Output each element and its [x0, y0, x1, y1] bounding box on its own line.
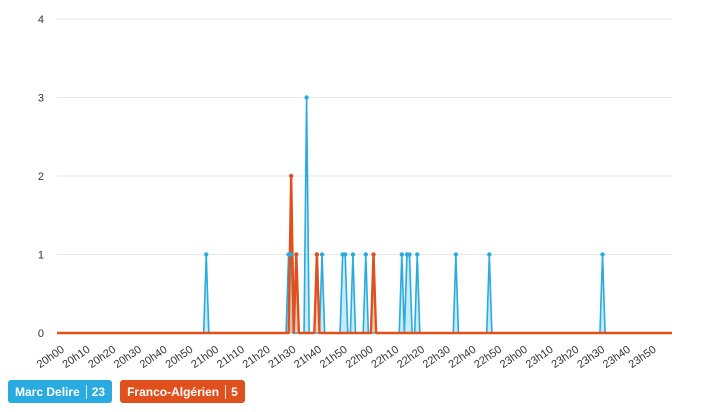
data-point[interactable] [415, 252, 420, 257]
y-tick-label: 3 [38, 93, 44, 105]
data-point[interactable] [304, 95, 309, 100]
data-point[interactable] [294, 252, 299, 257]
x-tick-label: 21h50 [318, 344, 350, 371]
legend-count: 23 [91, 384, 106, 399]
x-tick-label: 21h10 [215, 344, 247, 371]
legend-item-franco-algerien[interactable]: Franco-Algérien 5 [120, 380, 245, 403]
y-tick-label: 0 [38, 328, 44, 340]
data-point[interactable] [371, 252, 376, 257]
data-point[interactable] [407, 252, 412, 257]
data-point[interactable] [350, 252, 356, 257]
x-axis: 20h0020h1020h2020h3020h4020h5021h0021h10… [35, 344, 659, 371]
x-tick-label: 21h00 [189, 344, 221, 371]
x-tick-label: 20h20 [86, 344, 118, 371]
y-axis: 0 1 2 3 4 [38, 14, 44, 340]
x-tick-label: 20h30 [112, 344, 144, 371]
y-tick-label: 1 [38, 250, 44, 262]
x-tick-label: 22h00 [344, 344, 376, 371]
x-tick-label: 20h50 [163, 344, 195, 371]
x-tick-label: 20h40 [138, 344, 170, 371]
legend-label: Marc Delire [15, 384, 80, 399]
data-point[interactable] [288, 173, 294, 179]
x-tick-label: 23h20 [549, 344, 581, 371]
data-point[interactable] [343, 252, 348, 257]
data-point[interactable] [399, 252, 405, 257]
chart: 0 1 2 3 4 20h0020h1020h2020h3020h4020h5021h0… [35, 14, 672, 371]
data-point[interactable] [288, 252, 294, 257]
series-line [57, 174, 672, 335]
x-tick-label: 21h20 [241, 344, 273, 371]
legend-separator [85, 384, 87, 399]
data-point[interactable] [319, 252, 325, 257]
x-tick-label: 20h10 [61, 344, 93, 371]
legend-separator [225, 384, 227, 399]
y-tick-label: 4 [38, 14, 44, 26]
x-tick-label: 22h30 [421, 344, 453, 371]
x-tick-label: 21h40 [292, 344, 324, 371]
legend-label: Franco-Algérien [127, 384, 220, 399]
x-tick-label: 23h50 [627, 344, 659, 371]
legend: Marc Delire 23 Franco-Algérien 5 [8, 380, 245, 403]
legend-item-marc-delire[interactable]: Marc Delire 23 [8, 380, 113, 403]
x-tick-label: 22h20 [395, 344, 427, 371]
data-point[interactable] [314, 252, 320, 257]
data-point[interactable] [600, 252, 605, 257]
x-tick-label: 20h00 [35, 344, 67, 371]
data-point[interactable] [363, 252, 368, 257]
x-tick-label: 22h40 [446, 344, 478, 371]
series-area [57, 95, 672, 335]
y-tick-label: 2 [38, 171, 44, 183]
series-line [57, 96, 672, 334]
x-tick-label: 21h30 [266, 344, 298, 371]
x-tick-label: 22h10 [369, 344, 401, 371]
x-tick-label: 23h30 [575, 344, 607, 371]
legend-count: 5 [231, 384, 238, 399]
x-tick-label: 22h50 [472, 344, 504, 371]
data-point[interactable] [204, 252, 209, 257]
x-tick-label: 23h40 [601, 344, 633, 371]
data-point[interactable] [487, 252, 492, 257]
data-point[interactable] [453, 252, 459, 257]
x-tick-label: 23h10 [524, 344, 556, 371]
x-tick-label: 23h00 [498, 344, 530, 371]
